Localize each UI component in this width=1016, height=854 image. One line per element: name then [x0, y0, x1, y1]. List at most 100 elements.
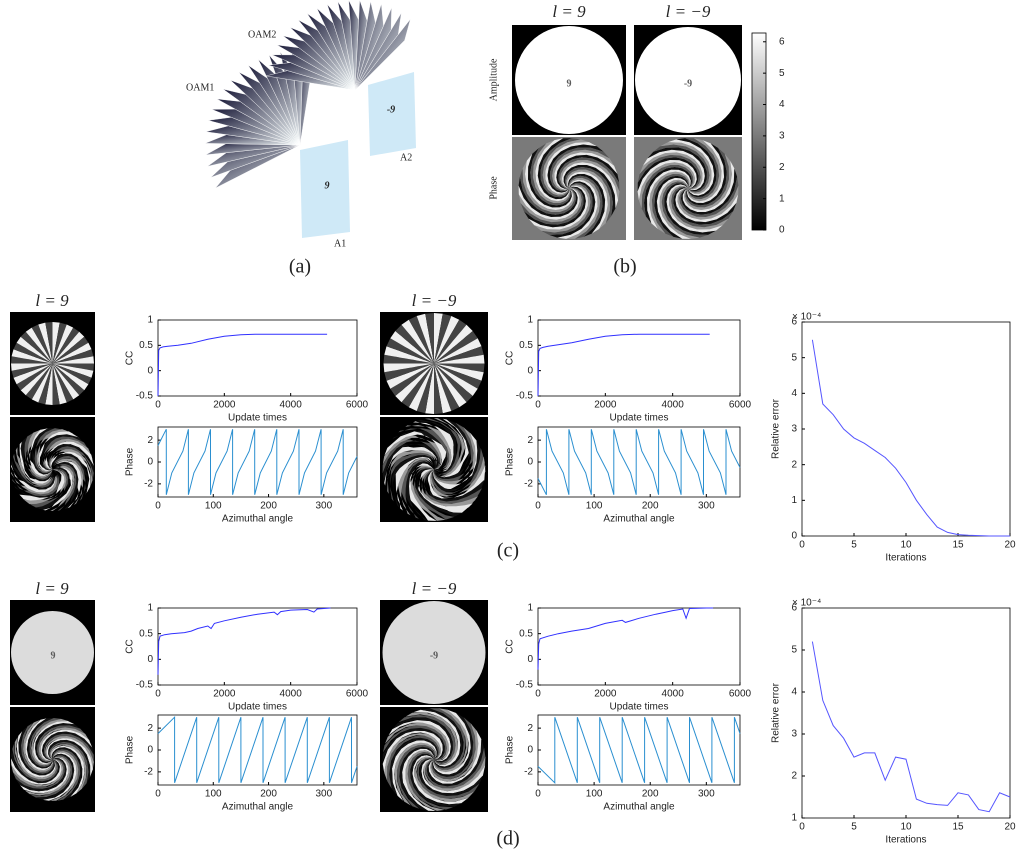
x-tick-label: 10: [900, 540, 912, 551]
phase-pattern: [19, 726, 55, 776]
plot-frame: [537, 714, 741, 786]
panel-label: (a): [289, 256, 311, 278]
y-tick-label: 6: [791, 317, 797, 328]
phase-pattern: [434, 313, 443, 364]
phase-pattern: [425, 747, 486, 789]
phase-pattern: [11, 460, 56, 490]
phase-pattern: [434, 313, 452, 364]
phase-pattern: [25, 718, 53, 771]
phase-pattern: [390, 331, 434, 364]
phase-pattern: [411, 466, 455, 520]
phase-pattern: [12, 743, 59, 782]
phase-pattern: [434, 363, 452, 414]
phase-pattern: [49, 741, 89, 789]
phase-pattern: [383, 724, 448, 760]
y-tick-label: -0.5: [516, 680, 534, 691]
phase-pattern: [563, 165, 616, 217]
phase-pattern: [45, 322, 53, 364]
phase-pattern: [16, 363, 53, 391]
beam-label: OAM2: [248, 29, 276, 40]
colorbar: [751, 32, 767, 231]
phase-pattern: [664, 183, 716, 235]
y-tick-label: 0: [147, 745, 153, 756]
phase-pattern: [43, 466, 73, 511]
phase-pattern: [401, 748, 436, 811]
phase-pattern: [50, 744, 87, 794]
y-tick-label: 0: [527, 365, 533, 376]
phase-pattern: [647, 169, 691, 229]
y-tick-label: 5: [791, 645, 797, 656]
phase-pattern: [52, 363, 60, 405]
x-axis-label: Azimuthal angle: [222, 802, 294, 813]
phase-pattern: [31, 324, 53, 364]
plot-frame: [801, 607, 1011, 819]
x-tick-label: 300: [698, 789, 715, 800]
phase-pattern: [434, 363, 478, 396]
phase-pattern: [637, 160, 697, 201]
x-tick-label: 4000: [280, 689, 303, 700]
phase-pattern: [390, 363, 434, 396]
phase-pattern: [402, 461, 434, 521]
colorbar-tick-label: 5: [779, 68, 785, 79]
x-tick-label: 15: [952, 540, 964, 551]
y-tick-label: 0.5: [139, 628, 153, 639]
y-tick-label: 2: [527, 723, 533, 734]
phase-pattern: [47, 444, 94, 473]
x-tick-label: 6000: [346, 689, 369, 700]
phase-pattern: [415, 756, 475, 801]
y-exponent: × 10⁻⁴: [792, 312, 821, 323]
phase-pattern: [525, 153, 574, 210]
y-axis-label: CC: [125, 351, 136, 365]
phase-pattern: [677, 185, 739, 220]
phase-pattern: [433, 708, 469, 773]
phase-pattern: [416, 313, 434, 364]
phase-pattern: [680, 168, 738, 215]
phase-pattern: [683, 153, 732, 210]
y-tick-label: 6: [791, 603, 797, 614]
image-title: l = −9: [666, 2, 711, 21]
x-tick-label: 6000: [729, 400, 752, 411]
x-tick-label: 2000: [594, 689, 617, 700]
phase-pattern: [410, 753, 462, 807]
data-line: [811, 641, 1011, 813]
y-tick-label: -0.5: [136, 391, 154, 402]
phase-pattern: [541, 183, 593, 235]
phase-pattern: [433, 418, 466, 478]
image-title: l = 9: [35, 579, 69, 598]
colorbar-tick-label: 0: [779, 225, 785, 236]
phase-pattern: [641, 165, 694, 217]
phase-pattern: [38, 363, 53, 405]
y-tick-label: 2: [791, 771, 797, 782]
data-line: [157, 716, 358, 783]
phase-pattern: [30, 755, 73, 798]
colorbar-tick-label: 2: [779, 162, 785, 173]
phase-pattern: [416, 363, 434, 414]
phase-pattern: [25, 363, 53, 400]
phase-pattern: [434, 338, 482, 364]
phase-pattern: [52, 363, 80, 400]
phase-pattern: [518, 176, 578, 217]
phase-pattern: [434, 363, 473, 403]
aperture-digit: -9: [387, 104, 395, 115]
row-label: Phase: [488, 176, 499, 200]
phase-pattern: [668, 139, 715, 196]
image-title: l = −9: [412, 579, 457, 598]
x-tick-label: 200: [260, 789, 277, 800]
phase-pattern: [398, 428, 450, 470]
phase-pattern: [408, 363, 434, 411]
phase-pattern: [568, 175, 603, 239]
plot-frame: [801, 321, 1011, 537]
phase-pattern: [391, 452, 435, 508]
phase-pattern: [11, 349, 53, 364]
phase-pattern: [52, 363, 92, 385]
phase-pattern: [25, 327, 53, 364]
phase-pattern: [52, 363, 94, 378]
phase-pattern: [653, 144, 710, 193]
x-tick-label: 100: [205, 501, 222, 512]
phase-pattern: [647, 147, 707, 192]
phase-pattern: [564, 167, 613, 224]
phase-pattern: [434, 363, 467, 408]
phase-pattern: [561, 162, 619, 209]
phase-pattern: [556, 154, 620, 189]
image-title: l = 9: [552, 2, 586, 21]
